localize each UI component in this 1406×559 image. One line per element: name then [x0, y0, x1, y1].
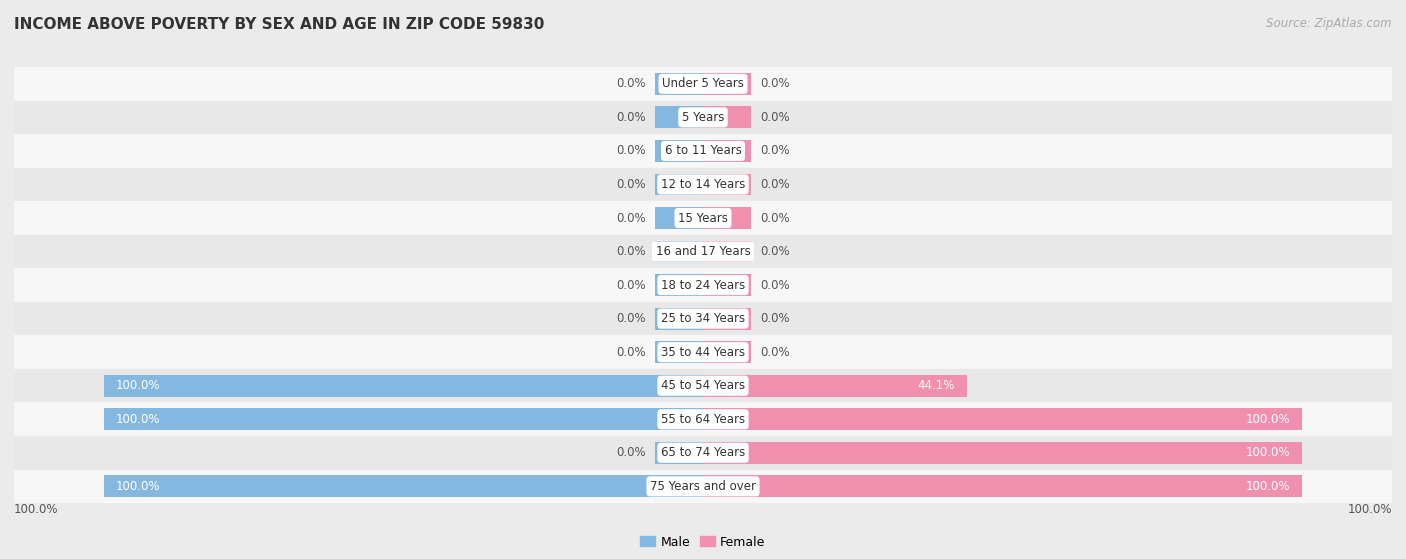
Bar [655, 307, 703, 329]
Text: 0.0%: 0.0% [759, 77, 790, 91]
Bar [703, 341, 751, 363]
Bar [703, 274, 751, 296]
Text: Under 5 Years: Under 5 Years [662, 77, 744, 91]
Bar [703, 375, 967, 397]
Text: 100.0%: 100.0% [1246, 446, 1291, 459]
Bar [703, 240, 751, 262]
Bar [655, 73, 703, 94]
Text: 44.1%: 44.1% [918, 379, 955, 392]
Text: 0.0%: 0.0% [616, 178, 647, 191]
Text: Source: ZipAtlas.com: Source: ZipAtlas.com [1267, 17, 1392, 30]
Text: 100.0%: 100.0% [1246, 413, 1291, 426]
Legend: Male, Female: Male, Female [636, 530, 770, 553]
Bar [655, 106, 703, 128]
Bar [14, 101, 1392, 134]
Text: 100.0%: 100.0% [1347, 503, 1392, 516]
Bar [655, 240, 703, 262]
Text: INCOME ABOVE POVERTY BY SEX AND AGE IN ZIP CODE 59830: INCOME ABOVE POVERTY BY SEX AND AGE IN Z… [14, 17, 544, 32]
Bar [14, 201, 1392, 235]
Bar [703, 307, 751, 329]
Text: 0.0%: 0.0% [759, 144, 790, 158]
Bar [703, 173, 751, 195]
Text: 55 to 64 Years: 55 to 64 Years [661, 413, 745, 426]
Bar [703, 475, 1302, 498]
Bar [655, 274, 703, 296]
Bar [14, 402, 1392, 436]
Bar [14, 235, 1392, 268]
Text: 0.0%: 0.0% [759, 178, 790, 191]
Bar [655, 207, 703, 229]
Text: 100.0%: 100.0% [115, 480, 160, 493]
Bar [703, 442, 1302, 464]
Bar [655, 341, 703, 363]
Bar [14, 67, 1392, 101]
Text: 0.0%: 0.0% [759, 211, 790, 225]
Bar [104, 375, 703, 397]
Bar [14, 335, 1392, 369]
Text: 0.0%: 0.0% [759, 312, 790, 325]
Text: 0.0%: 0.0% [616, 312, 647, 325]
Text: 18 to 24 Years: 18 to 24 Years [661, 278, 745, 292]
Text: 0.0%: 0.0% [616, 278, 647, 292]
Bar [655, 442, 703, 464]
Text: 0.0%: 0.0% [616, 245, 647, 258]
Bar [14, 268, 1392, 302]
Text: 75 Years and over: 75 Years and over [650, 480, 756, 493]
Bar [703, 106, 751, 128]
Text: 0.0%: 0.0% [616, 211, 647, 225]
Text: 100.0%: 100.0% [115, 379, 160, 392]
Bar [14, 168, 1392, 201]
Text: 0.0%: 0.0% [616, 345, 647, 359]
Bar [14, 436, 1392, 470]
Text: 65 to 74 Years: 65 to 74 Years [661, 446, 745, 459]
Bar [14, 302, 1392, 335]
Bar [703, 73, 751, 94]
Text: 100.0%: 100.0% [14, 503, 59, 516]
Text: 100.0%: 100.0% [115, 413, 160, 426]
Text: 0.0%: 0.0% [616, 144, 647, 158]
Bar [655, 173, 703, 195]
Text: 0.0%: 0.0% [759, 345, 790, 359]
Text: 12 to 14 Years: 12 to 14 Years [661, 178, 745, 191]
Text: 45 to 54 Years: 45 to 54 Years [661, 379, 745, 392]
Bar [655, 140, 703, 162]
Bar [703, 408, 1302, 430]
Text: 5 Years: 5 Years [682, 111, 724, 124]
Bar [14, 470, 1392, 503]
Text: 0.0%: 0.0% [616, 77, 647, 91]
Bar [703, 140, 751, 162]
Bar [104, 475, 703, 498]
Text: 35 to 44 Years: 35 to 44 Years [661, 345, 745, 359]
Text: 0.0%: 0.0% [759, 245, 790, 258]
Text: 0.0%: 0.0% [759, 278, 790, 292]
Text: 25 to 34 Years: 25 to 34 Years [661, 312, 745, 325]
Text: 16 and 17 Years: 16 and 17 Years [655, 245, 751, 258]
Text: 0.0%: 0.0% [616, 446, 647, 459]
Bar [14, 134, 1392, 168]
Text: 6 to 11 Years: 6 to 11 Years [665, 144, 741, 158]
Bar [14, 369, 1392, 402]
Text: 0.0%: 0.0% [616, 111, 647, 124]
Text: 15 Years: 15 Years [678, 211, 728, 225]
Bar [703, 207, 751, 229]
Text: 100.0%: 100.0% [1246, 480, 1291, 493]
Bar [104, 408, 703, 430]
Text: 0.0%: 0.0% [759, 111, 790, 124]
